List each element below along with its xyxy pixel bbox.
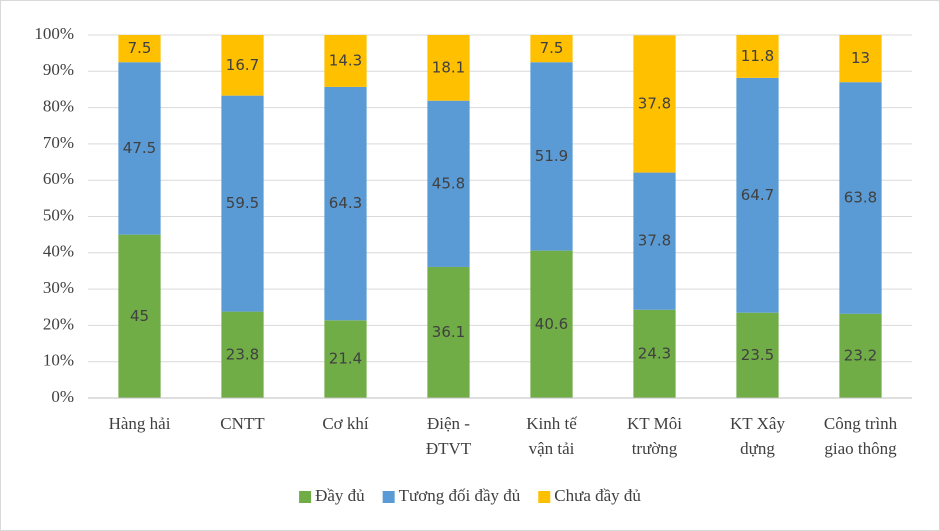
bar-segment	[839, 313, 882, 398]
bar-segment	[118, 35, 161, 63]
x-tick-label: ĐTVT	[426, 439, 472, 458]
bar-segment	[736, 77, 779, 313]
data-label: 63.8	[844, 188, 877, 206]
y-tick-label: 0%	[51, 387, 74, 406]
data-label: 24.3	[638, 344, 671, 362]
x-tick-label: giao thông	[824, 439, 897, 458]
x-tick-label: Hàng hải	[109, 414, 171, 433]
legend-label: Đầy đủ	[315, 486, 365, 505]
bar-segment	[221, 35, 264, 96]
bar-segment	[221, 95, 264, 312]
data-label: 51.9	[535, 147, 568, 165]
data-label: 13	[851, 49, 870, 67]
bar-segment	[118, 62, 161, 235]
data-label: 23.2	[844, 346, 877, 364]
data-label: 45.8	[432, 174, 465, 192]
bar-segment	[839, 82, 882, 314]
legend-label: Tương đối đầy đủ	[399, 486, 521, 505]
legend-label: Chưa đầy đủ	[554, 486, 641, 505]
y-tick-label: 80%	[43, 97, 74, 116]
data-label: 64.7	[741, 186, 774, 204]
bar-segment	[324, 86, 367, 321]
bar-segment	[633, 35, 676, 173]
bar-segment	[324, 35, 367, 87]
x-tick-label: Công trình	[824, 414, 898, 433]
legend-swatch	[299, 491, 312, 503]
data-label: 7.5	[540, 39, 564, 57]
data-label: 23.5	[741, 346, 774, 364]
bar-segment	[839, 35, 882, 83]
y-tick-label: 90%	[43, 60, 74, 79]
data-label: 11.8	[741, 47, 774, 65]
bar-segment	[633, 172, 676, 310]
legend-swatch	[538, 491, 551, 503]
x-tick-label: Kinh tế	[526, 414, 577, 433]
bar-segment	[530, 250, 573, 398]
data-label: 18.1	[432, 58, 465, 76]
y-tick-label: 60%	[43, 169, 74, 188]
data-label: 21.4	[329, 350, 362, 368]
x-tick-label: Cơ khí	[322, 414, 369, 433]
legend-swatch	[382, 491, 395, 503]
data-label: 59.5	[226, 194, 259, 212]
x-tick-label: vận tải	[529, 439, 575, 458]
y-tick-label: 100%	[34, 24, 74, 43]
x-tick-label: dựng	[740, 439, 775, 458]
data-label: 40.6	[535, 315, 568, 333]
bar-segment	[221, 311, 264, 398]
x-tick-label: KT Xây	[730, 414, 785, 433]
y-tick-label: 30%	[43, 278, 74, 297]
data-label: 36.1	[432, 323, 465, 341]
data-label: 37.8	[638, 232, 671, 250]
data-label: 37.8	[638, 94, 671, 112]
bar-segment	[324, 320, 367, 398]
y-tick-label: 20%	[43, 314, 74, 333]
bar-segment	[427, 266, 470, 398]
y-tick-label: 40%	[43, 242, 74, 261]
y-tick-label: 50%	[43, 205, 74, 224]
data-label: 14.3	[329, 51, 362, 69]
bar-segment	[427, 100, 470, 267]
bar-segment	[633, 309, 676, 398]
bar-segment	[530, 62, 573, 251]
data-label: 23.8	[226, 345, 259, 363]
y-tick-label: 70%	[43, 133, 74, 152]
data-label: 16.7	[226, 56, 259, 74]
bar-segment	[427, 35, 470, 101]
data-label: 47.5	[123, 139, 156, 157]
bar-segment	[736, 312, 779, 398]
bar-segment	[118, 234, 161, 398]
bar-segment	[736, 35, 779, 78]
x-tick-label: CNTT	[220, 414, 265, 433]
x-tick-label: trường	[632, 439, 678, 458]
data-label: 64.3	[329, 194, 362, 212]
y-tick-label: 10%	[43, 351, 74, 370]
bar-segment	[530, 35, 573, 63]
data-label: 7.5	[128, 39, 152, 57]
data-label: 45	[130, 307, 149, 325]
x-tick-label: KT Môi	[627, 414, 682, 433]
x-tick-label: Điện -	[427, 414, 470, 433]
